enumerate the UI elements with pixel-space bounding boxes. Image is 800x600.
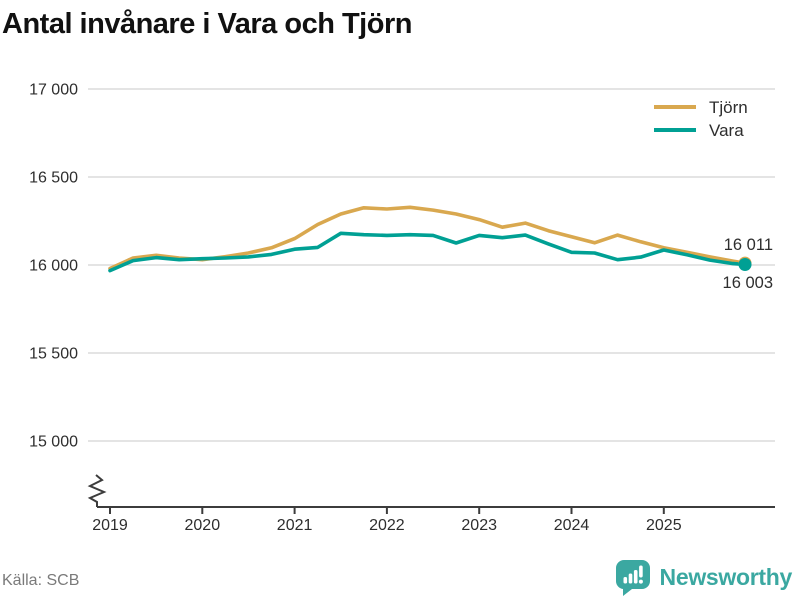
x-tick-label: 2023 (461, 517, 497, 534)
page-title: Antal invånare i Vara och Tjörn (2, 8, 412, 40)
x-tick-label: 2025 (646, 517, 682, 534)
x-tick-label: 2019 (92, 517, 128, 534)
legend-label-vara: Vara (709, 121, 744, 140)
source-label: Källa: SCB (2, 572, 80, 589)
newsworthy-bubble-chart-icon (615, 559, 651, 596)
legend-label-tjorn: Tjörn (709, 98, 748, 117)
y-tick-label: 15 000 (29, 434, 78, 451)
y-tick-label: 16 000 (29, 258, 78, 275)
axis-break-icon (87, 474, 107, 507)
newsworthy-wordmark: Newsworthy (659, 564, 793, 590)
population-line-chart: 17 000 16 500 16 000 15 500 15 000 2019 2020 20… (29, 82, 775, 534)
y-tick-label: 16 500 (29, 170, 78, 187)
y-tick-label: 17 000 (29, 82, 78, 99)
x-tick-label: 2024 (554, 517, 590, 534)
x-tick-label: 2022 (369, 517, 405, 534)
line-vara (108, 231, 747, 273)
x-tick-label: 2021 (277, 517, 313, 534)
end-label-tjorn: 16 011 (724, 236, 773, 254)
x-tick-label: 2020 (185, 517, 221, 534)
y-tick-label: 15 500 (29, 346, 78, 363)
end-dot-vara (738, 257, 752, 271)
newsworthy-logo[interactable]: Newsworthy (615, 559, 792, 596)
end-label-vara: 16 003 (723, 274, 773, 292)
